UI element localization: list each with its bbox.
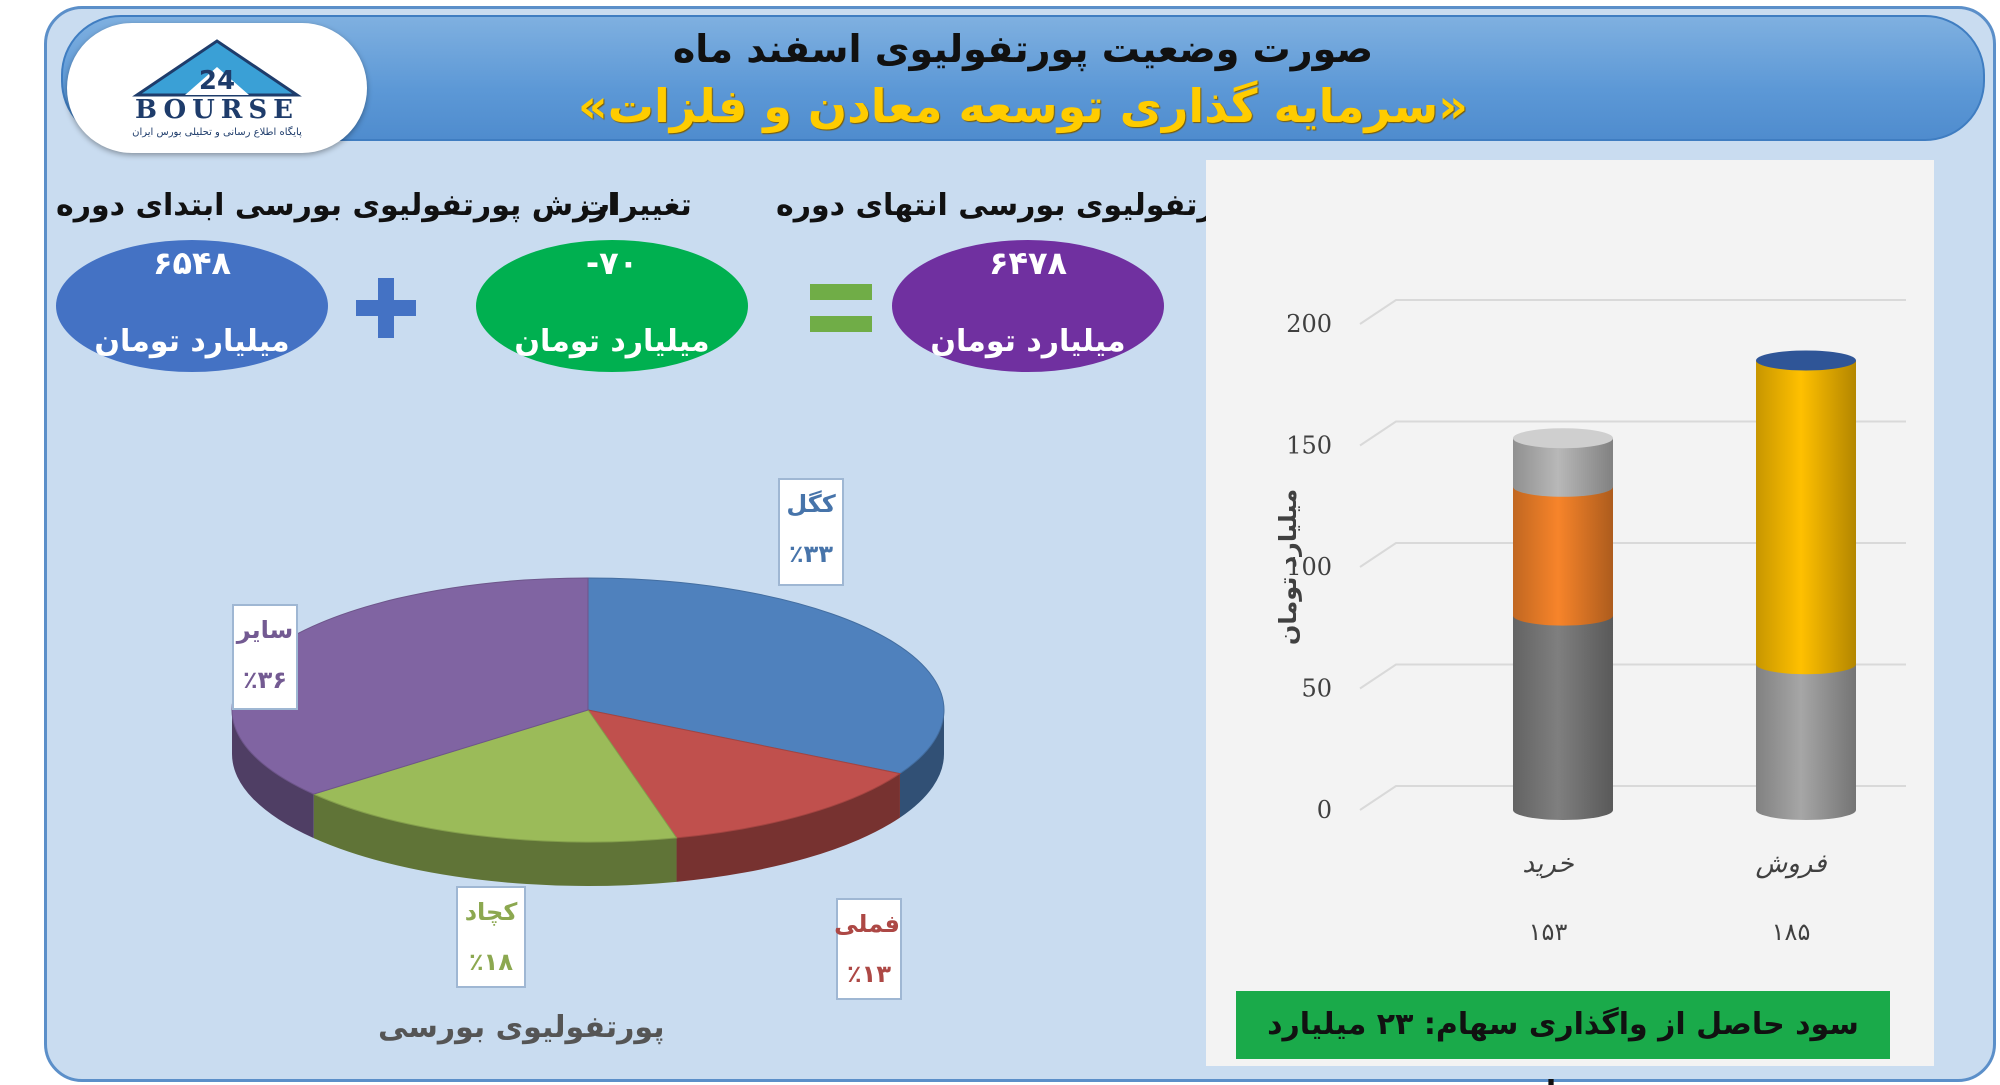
bar-total-label: ۱۸۵ bbox=[1772, 918, 1811, 946]
pie-slice-2 bbox=[312, 709, 678, 843]
bar-y-tick-label: 150 bbox=[1286, 432, 1332, 460]
page-title: صورت وضعیت پورتفولیوی اسفند ماه bbox=[672, 27, 1374, 71]
bar-gridline bbox=[1359, 785, 1906, 811]
bar-y-tick-label: 50 bbox=[1301, 675, 1332, 703]
pie-chart bbox=[231, 577, 945, 886]
bar-segment-0-0 bbox=[1513, 615, 1613, 820]
company-name: «سرمایه گذاری توسعه معادن و فلزات» bbox=[578, 79, 1468, 133]
bar-y-tick-label: 100 bbox=[1286, 553, 1332, 581]
bar-y-axis-label: میلیارد تومان bbox=[1274, 489, 1302, 645]
change-oval: -۷۰ میلیارد تومان bbox=[476, 240, 748, 372]
pie-slice-side-2 bbox=[313, 794, 677, 886]
bar-gridline bbox=[1359, 542, 1906, 568]
equals-icon bbox=[810, 284, 872, 332]
pie-slice-1 bbox=[586, 709, 902, 839]
logo-caption: پایگاه اطلاع رسانی و تحلیلی بورس ایران bbox=[132, 127, 302, 138]
pie-callout-kegel: کگل ٪۳۳ bbox=[778, 478, 844, 586]
pie-callout-name: کگل bbox=[786, 490, 836, 518]
bar-segment-0-2 bbox=[1513, 438, 1613, 497]
bar-gridline bbox=[1359, 299, 1906, 325]
bar-segment-0-1 bbox=[1513, 486, 1613, 626]
pie-callout-percent: ٪۳۳ bbox=[789, 540, 833, 568]
end-value-oval: ۶۴۷۸ میلیارد تومان bbox=[892, 240, 1164, 372]
change-value: -۷۰ bbox=[585, 244, 639, 282]
pie-callout-fameli: فملی ٪۱۳ bbox=[834, 898, 902, 1000]
pie-callout-kechad: کچاد ٪۱۸ bbox=[456, 886, 526, 988]
bar-category-label: فروش bbox=[1755, 849, 1827, 879]
start-value-unit: میلیارد تومان bbox=[94, 324, 290, 359]
pie-callout-percent: ٪۱۸ bbox=[469, 948, 513, 976]
pie-chart-title: پورتفولیوی بورسی bbox=[378, 1010, 665, 1045]
change-value-unit: میلیارد تومان bbox=[514, 324, 710, 359]
bar-cap-1 bbox=[1756, 350, 1856, 371]
pie-callout-percent: ٪۳۶ bbox=[243, 666, 287, 694]
change-label: تغییرات bbox=[580, 188, 692, 223]
pie-callout-name: سایر bbox=[236, 616, 294, 644]
bar-total-label: ۱۵۳ bbox=[1529, 918, 1568, 946]
header-banner: صورت وضعیت پورتفولیوی اسفند ماه «سرمایه … bbox=[61, 15, 1985, 141]
pie-callout-other: سایر ٪۳۶ bbox=[232, 604, 298, 710]
svg-text:24: 24 bbox=[199, 66, 235, 96]
bar-segment-1-1 bbox=[1756, 360, 1856, 675]
bar-cap-0 bbox=[1513, 428, 1613, 449]
bar-y-tick-label: 200 bbox=[1286, 310, 1332, 338]
end-value: ۶۴۷۸ bbox=[988, 244, 1068, 282]
pie-slice-0 bbox=[587, 577, 945, 775]
end-value-unit: میلیارد تومان bbox=[930, 324, 1126, 359]
bar-chart: 0 50 100 150 200 میلیارد تومان خرید ۱۵۳ فروش ۱۸۵ bbox=[1274, 299, 1906, 946]
logo-text: BOURSE bbox=[135, 95, 299, 125]
pie-slice-side-0 bbox=[899, 710, 944, 818]
start-value-oval: ۶۵۴۸ میلیارد تومان bbox=[56, 240, 328, 372]
bar-segment-1-0 bbox=[1756, 664, 1856, 820]
pie-callout-name: کچاد bbox=[464, 898, 518, 926]
pie-callout-name: فملی bbox=[834, 910, 900, 938]
plus-icon bbox=[356, 278, 416, 338]
bourse-logo: 24 BOURSE پایگاه اطلاع رسانی و تحلیلی بو… bbox=[67, 23, 367, 153]
logo-mark-icon: 24 bbox=[132, 39, 302, 97]
profit-banner: سود حاصل از واگذاری سهام: ۲۳ میلیارد توم… bbox=[1236, 991, 1890, 1085]
pie-slice-side-3 bbox=[232, 710, 314, 839]
bar-gridline bbox=[1359, 420, 1906, 447]
pie-slice-side-1 bbox=[676, 773, 900, 882]
bar-y-tick-label: 0 bbox=[1317, 796, 1332, 824]
start-value: ۶۵۴۸ bbox=[152, 244, 232, 282]
bar-gridline bbox=[1359, 663, 1906, 690]
bar-category-label: خرید bbox=[1522, 849, 1574, 879]
pie-callout-percent: ٪۱۳ bbox=[847, 960, 891, 988]
start-value-label: ارزش پورتفولیوی بورسی ابتدای دوره bbox=[56, 188, 618, 223]
